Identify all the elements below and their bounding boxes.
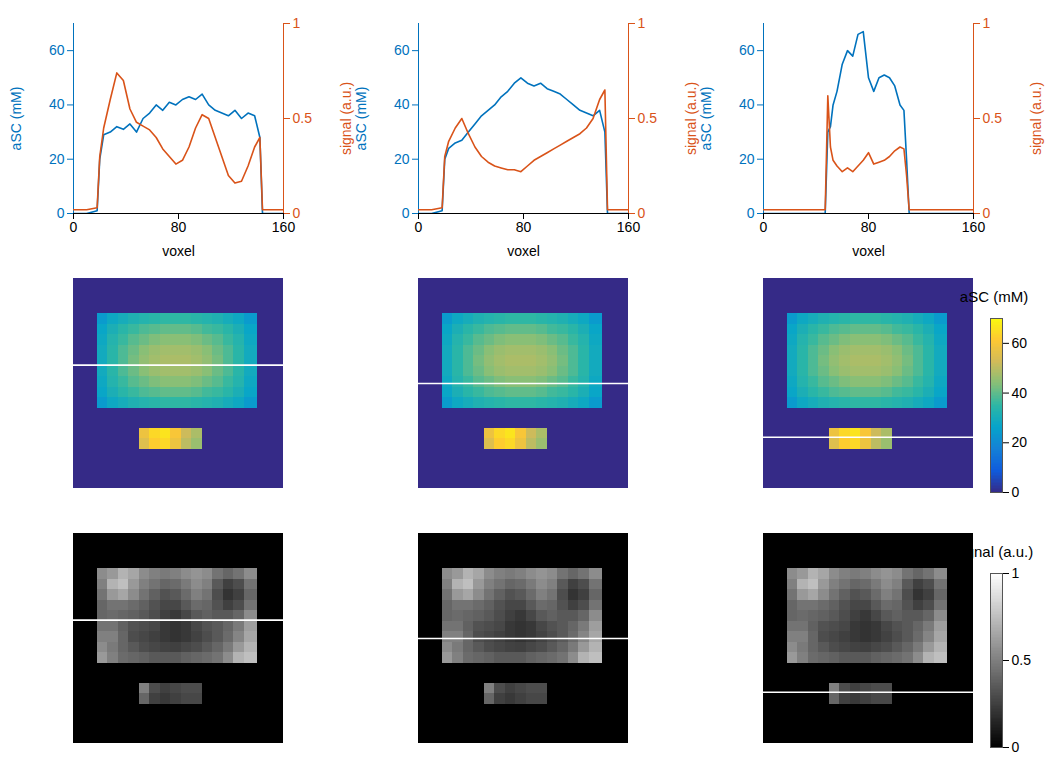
svg-text:0: 0 bbox=[638, 205, 646, 221]
svg-text:aSC (mM): aSC (mM) bbox=[8, 87, 24, 151]
svg-text:20: 20 bbox=[739, 151, 755, 167]
svg-text:0.5: 0.5 bbox=[983, 110, 1003, 126]
svg-text:0: 0 bbox=[70, 219, 78, 235]
svg-text:40: 40 bbox=[1012, 385, 1028, 401]
svg-text:80: 80 bbox=[516, 219, 532, 235]
svg-text:0: 0 bbox=[760, 219, 768, 235]
svg-text:signal (a.u.): signal (a.u.) bbox=[338, 82, 354, 155]
svg-text:0: 0 bbox=[1012, 484, 1020, 500]
svg-text:60: 60 bbox=[394, 42, 410, 58]
svg-text:signal (a.u.): signal (a.u.) bbox=[1028, 82, 1044, 155]
svg-text:40: 40 bbox=[394, 96, 410, 112]
svg-text:aSC (mM): aSC (mM) bbox=[698, 87, 714, 151]
svg-text:0: 0 bbox=[415, 219, 423, 235]
svg-text:1: 1 bbox=[638, 15, 646, 31]
svg-text:signal (a.u.): signal (a.u.) bbox=[683, 82, 699, 155]
svg-text:40: 40 bbox=[739, 96, 755, 112]
svg-text:20: 20 bbox=[49, 151, 65, 167]
svg-text:1: 1 bbox=[293, 15, 301, 31]
svg-text:aSC (mM): aSC (mM) bbox=[353, 87, 369, 151]
svg-text:80: 80 bbox=[171, 219, 187, 235]
html-text:signal (a.u.): signal (a.u.) bbox=[954, 543, 1034, 560]
svg-text:0: 0 bbox=[57, 205, 65, 221]
svg-text:0: 0 bbox=[983, 205, 991, 221]
svg-text:60: 60 bbox=[49, 42, 65, 58]
svg-text:160: 160 bbox=[272, 219, 296, 235]
svg-text:0.5: 0.5 bbox=[638, 110, 658, 126]
svg-text:voxel: voxel bbox=[162, 243, 195, 259]
svg-text:20: 20 bbox=[394, 151, 410, 167]
svg-text:40: 40 bbox=[49, 96, 65, 112]
svg-text:voxel: voxel bbox=[507, 243, 540, 259]
svg-text:160: 160 bbox=[962, 219, 986, 235]
svg-text:0: 0 bbox=[1012, 739, 1020, 755]
svg-text:60: 60 bbox=[1012, 335, 1028, 351]
svg-text:1: 1 bbox=[1012, 565, 1020, 581]
svg-text:voxel: voxel bbox=[852, 243, 885, 259]
svg-text:80: 80 bbox=[861, 219, 877, 235]
svg-text:20: 20 bbox=[1012, 434, 1028, 450]
svg-text:0.5: 0.5 bbox=[1012, 652, 1032, 668]
svg-text:1: 1 bbox=[983, 15, 991, 31]
svg-text:0.5: 0.5 bbox=[293, 110, 313, 126]
svg-text:0: 0 bbox=[402, 205, 410, 221]
svg-text:0: 0 bbox=[293, 205, 301, 221]
svg-text:0: 0 bbox=[747, 205, 755, 221]
svg-text:60: 60 bbox=[739, 42, 755, 58]
html-text:aSC (mM): aSC (mM) bbox=[959, 288, 1029, 305]
svg-text:160: 160 bbox=[617, 219, 641, 235]
